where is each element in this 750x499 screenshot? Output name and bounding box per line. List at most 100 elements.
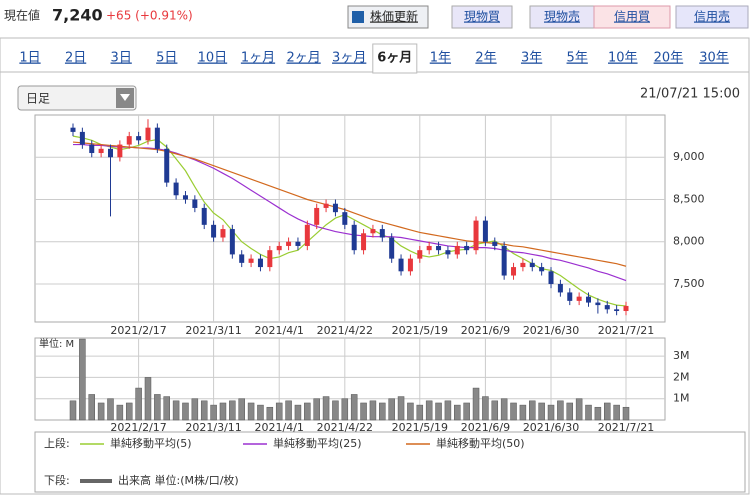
candle-body bbox=[417, 250, 423, 259]
volume-bar bbox=[500, 398, 508, 421]
volume-bar bbox=[379, 402, 386, 421]
candle-body bbox=[407, 258, 413, 272]
volume-bar bbox=[360, 402, 367, 421]
tab[interactable]: 5日 bbox=[156, 51, 177, 66]
unit-label: 単位: M bbox=[39, 337, 74, 350]
volume-bar bbox=[491, 400, 499, 421]
button[interactable] bbox=[451, 5, 513, 29]
volume-bar bbox=[69, 400, 77, 421]
volume-bar bbox=[144, 377, 152, 421]
volume-bar bbox=[350, 394, 358, 421]
volume-bar bbox=[557, 400, 564, 421]
refresh-icon bbox=[352, 11, 364, 23]
candle-body bbox=[286, 241, 292, 246]
candle-body bbox=[211, 224, 217, 238]
legend-group: 下段: bbox=[44, 473, 70, 487]
candle-body bbox=[304, 224, 310, 246]
volume-bar bbox=[182, 402, 189, 421]
tab[interactable]: 2ヶ月 bbox=[286, 51, 320, 66]
candle-body bbox=[614, 309, 620, 312]
dropdown[interactable] bbox=[17, 85, 137, 111]
tab-active bbox=[372, 43, 418, 74]
y-tick-label: 8,500 bbox=[673, 192, 705, 205]
button[interactable] bbox=[675, 5, 749, 29]
candle-body bbox=[511, 267, 517, 276]
volume-bar bbox=[172, 400, 180, 421]
tab[interactable]: 30年 bbox=[699, 51, 729, 66]
volume-bar bbox=[191, 398, 199, 421]
panel bbox=[0, 37, 750, 495]
candle-body bbox=[398, 258, 404, 272]
tab[interactable]: 10年 bbox=[608, 51, 638, 66]
x-tick-label: 2021/7/21 bbox=[598, 324, 654, 337]
candle-body bbox=[107, 148, 113, 158]
tab[interactable]: 2年 bbox=[475, 51, 496, 66]
tab[interactable]: 1ヶ月 bbox=[241, 51, 275, 66]
volume-bar bbox=[332, 400, 339, 421]
volume-bar bbox=[88, 394, 95, 421]
candle-body bbox=[201, 207, 207, 225]
volume-bar bbox=[416, 404, 424, 421]
x-tick-label: 2021/5/19 bbox=[392, 421, 448, 434]
volume-bar bbox=[604, 402, 611, 421]
candle-body bbox=[173, 182, 179, 196]
tab[interactable]: 2日 bbox=[65, 51, 86, 66]
candle-body bbox=[70, 127, 76, 132]
volume-bar bbox=[566, 402, 574, 421]
tab[interactable]: 3日 bbox=[111, 51, 132, 66]
volume-bar bbox=[435, 402, 442, 421]
candle-body bbox=[314, 207, 320, 225]
volume-bar bbox=[313, 398, 320, 421]
candle-body bbox=[276, 245, 282, 251]
candle-body bbox=[454, 245, 460, 255]
volume-bar bbox=[482, 396, 489, 421]
candle-body bbox=[229, 229, 235, 255]
candle-body bbox=[426, 245, 432, 251]
tab[interactable]: 10日 bbox=[198, 51, 228, 66]
tab[interactable]: 3年 bbox=[521, 51, 542, 66]
tab[interactable]: 5年 bbox=[567, 51, 588, 66]
y-tick-label: 7,500 bbox=[673, 277, 705, 290]
x-tick-label: 2021/6/30 bbox=[523, 324, 579, 337]
volume-bar bbox=[200, 400, 208, 421]
candle-body bbox=[445, 250, 451, 255]
candle-body bbox=[98, 148, 104, 154]
candle-body bbox=[595, 302, 601, 306]
candle-body bbox=[464, 245, 470, 251]
candle-body bbox=[557, 283, 563, 293]
y-tick-label: 1M bbox=[673, 392, 690, 405]
volume-bar bbox=[257, 404, 264, 421]
volume-bar bbox=[238, 398, 245, 421]
candle-body bbox=[482, 220, 488, 242]
candle-body bbox=[267, 250, 273, 268]
volume-bar bbox=[219, 402, 227, 421]
volume-bar bbox=[285, 400, 292, 421]
tab[interactable]: 1日 bbox=[19, 51, 40, 66]
tab[interactable]: 1年 bbox=[430, 51, 451, 66]
candle-body bbox=[604, 305, 610, 310]
volume-bar bbox=[388, 398, 395, 421]
candle-body bbox=[257, 258, 263, 268]
candle-body bbox=[342, 212, 348, 225]
candle-body bbox=[126, 136, 132, 145]
x-tick-label: 2021/2/17 bbox=[110, 421, 166, 434]
volume-bar bbox=[463, 402, 470, 421]
volume-bar bbox=[594, 406, 602, 421]
button[interactable] bbox=[347, 5, 429, 29]
button[interactable] bbox=[593, 5, 671, 29]
button-label: 現物買 bbox=[464, 10, 500, 24]
candle-body bbox=[529, 262, 535, 268]
x-tick-label: 2021/4/1 bbox=[255, 324, 304, 337]
candle-body bbox=[79, 131, 85, 145]
candle-body bbox=[623, 305, 629, 312]
candle-body bbox=[192, 199, 198, 208]
tab[interactable]: 3ヶ月 bbox=[332, 51, 366, 66]
volume-bar bbox=[116, 404, 124, 421]
candle-body bbox=[182, 195, 188, 200]
tab[interactable]: 6ヶ月 bbox=[377, 51, 412, 66]
tab[interactable]: 20年 bbox=[654, 51, 684, 66]
volume-bar bbox=[294, 404, 302, 421]
x-tick-label: 2021/4/1 bbox=[255, 421, 304, 434]
candle-body bbox=[548, 271, 554, 284]
volume-bar bbox=[622, 406, 630, 421]
